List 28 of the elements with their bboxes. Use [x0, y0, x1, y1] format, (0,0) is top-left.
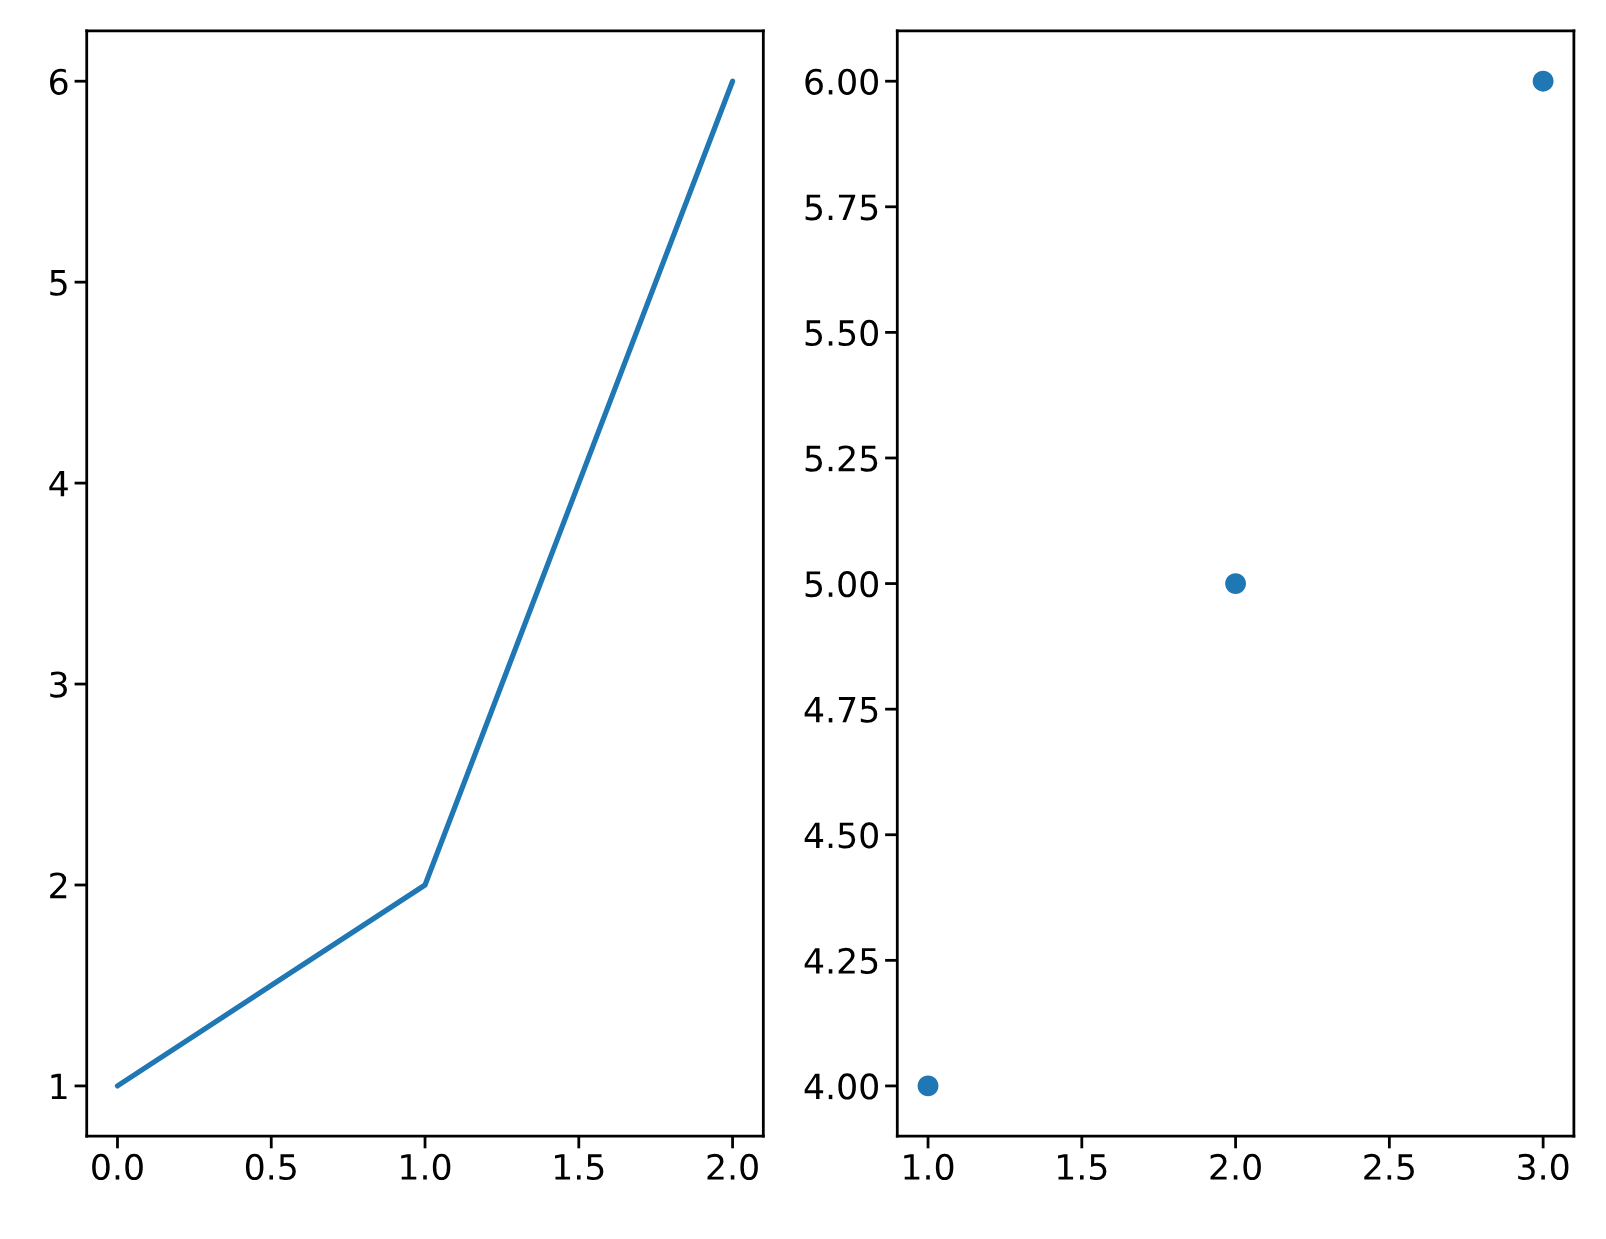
y-tick-label: 3	[50, 671, 67, 698]
y-tick-label: 5	[50, 270, 67, 296]
y-tick-label: 4.00	[804, 1073, 878, 1100]
y-tick-label: 5.75	[805, 194, 878, 221]
x-tick-label: 1.5	[555, 1154, 604, 1181]
y-tick-label: 5.00	[805, 570, 878, 598]
y-tick-label: 4.50	[804, 822, 878, 849]
y-tick-label: 4	[49, 470, 68, 497]
y-tick-label: 6	[50, 68, 68, 95]
x-tick-label: 2.0	[1210, 1153, 1261, 1181]
x-tick-label: 2.0	[707, 1153, 758, 1181]
x-tick-label: 0.5	[245, 1153, 296, 1181]
y-tick-label: 5.25	[805, 445, 878, 472]
x-tick-label: 1.0	[904, 1153, 954, 1181]
y-tick-label: 2	[50, 872, 67, 899]
x-tick-label: 2.5	[1364, 1153, 1414, 1181]
x-tick-label: 0.0	[92, 1153, 143, 1181]
y-tick-label: 6.00	[805, 68, 878, 95]
y-tick-label: 1	[51, 1073, 67, 1100]
y-tick-label: 4.25	[804, 947, 878, 975]
point	[917, 1075, 939, 1097]
x-tick-label: 3.0	[1518, 1153, 1569, 1181]
point	[1532, 70, 1554, 92]
y-tick-label: 4.75	[804, 697, 878, 723]
x-tick-label: 1.5	[1058, 1154, 1107, 1181]
x-tick-label: 1.0	[401, 1153, 451, 1181]
point	[1225, 573, 1246, 594]
y-tick-label: 5.50	[805, 319, 878, 347]
